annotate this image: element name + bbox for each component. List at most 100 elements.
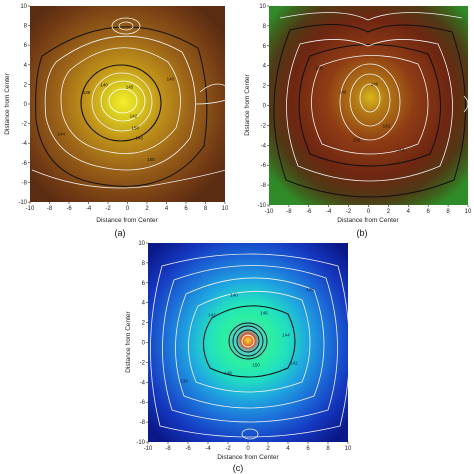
y-tick-label-c-2: -6	[140, 400, 146, 406]
contour-label-c-4: 150	[252, 362, 260, 367]
contour-label-a-6: 150	[147, 157, 155, 162]
y-tick-label-a-10: 10	[20, 4, 27, 10]
x-axis-label-c: Distance from Center	[217, 454, 279, 461]
contour-label-b-3: 150	[353, 137, 361, 142]
x-tick-label-a-0: -10	[26, 206, 35, 212]
x-axis-label-b: Distance from Center	[337, 217, 399, 224]
contour-label-a-0: 145	[126, 84, 134, 89]
x-tick-label-a-6: 2	[145, 206, 149, 212]
contour-lines-b	[273, 12, 468, 198]
x-tick-label-c-5: 0	[246, 446, 250, 452]
x-tick-label-b-3: -4	[326, 209, 332, 215]
y-tick-label-c-5: 0	[142, 341, 146, 347]
x-tick-label-b-2: -6	[306, 209, 312, 215]
y-ticks-c: -10 -8 -6 -4 -2 0 2 4 6 8 10	[136, 241, 148, 446]
x-tick-label-a-8: 6	[184, 206, 188, 212]
contour-label-a-5: 138	[83, 90, 91, 95]
y-tick-label-b-5: 0	[263, 104, 267, 110]
x-tick-label-c-1: -8	[165, 446, 171, 452]
contour-labels-b: 146 140 142 150 144 138	[315, 66, 405, 153]
y-tick-label-c-8: 6	[142, 281, 146, 287]
contour-label-c-7: 138	[180, 378, 188, 383]
x-tick-label-a-9: 8	[204, 206, 208, 212]
panel-a: 145 142 150 146 140 138 150 144 140 -10 -8 -6 -4 -2 0…	[4, 4, 229, 238]
x-ticks-a: -10 -8 -6 -4 -2 0 2 4 6 8 10	[26, 202, 229, 212]
x-tick-label-a-7: 4	[165, 206, 169, 212]
x-ticks-b: -10 -8 -6 -4 -2 0 2 4 6 8 10	[265, 205, 472, 215]
contour-label-a-1: 142	[130, 114, 138, 119]
y-tick-label-b-1: -8	[261, 183, 267, 189]
x-tick-label-c-0: -10	[144, 446, 153, 452]
x-tick-label-b-10: 10	[465, 209, 472, 215]
x-tick-label-c-4: -2	[225, 446, 231, 452]
contour-label-b-4: 144	[397, 147, 405, 152]
x-tick-label-c-3: -4	[205, 446, 211, 452]
contour-label-a-3: 146	[135, 135, 143, 140]
panel-b: 146 140 142 150 144 138 -10 -8 -6 -4 -2 0 2 4 6 8 10 -1…	[244, 4, 472, 238]
x-tick-label-c-8: 6	[306, 446, 310, 452]
panel-c: 146 140 142 144 150 148 142 138 136 -10 -8 -6 -4 -2 0…	[125, 241, 352, 473]
contour-labels-c: 146 140 142 144 150 148 142 138 136	[180, 287, 314, 384]
panel-caption-c: (c)	[233, 463, 244, 473]
y-tick-label-b-0: -10	[257, 203, 266, 209]
x-tick-label-b-6: 2	[387, 209, 391, 215]
y-ticks-a: -10 -8 -6 -4 -2 0 2 4 6 8 10	[18, 4, 30, 206]
x-ticks-c: -10 -8 -6 -4 -2 0 2 4 6 8 10	[144, 442, 352, 452]
x-tick-label-a-3: -4	[86, 206, 92, 212]
y-tick-label-b-10: 10	[259, 4, 266, 10]
y-tick-label-a-1: -8	[22, 180, 28, 186]
x-tick-label-b-5: 0	[367, 209, 371, 215]
contour-label-c-3: 144	[282, 333, 290, 338]
y-axis-label-c: Distance from Center	[125, 310, 132, 372]
contour-label-c-1: 140	[230, 293, 238, 298]
contour-label-b-0: 146	[371, 82, 379, 87]
plot-area-c	[148, 243, 348, 442]
x-tick-label-a-4: -2	[105, 206, 111, 212]
y-tick-label-c-4: -2	[140, 360, 146, 366]
contour-label-b-2: 142	[383, 123, 391, 128]
x-tick-label-c-10: 10	[345, 446, 352, 452]
y-tick-label-c-9: 8	[142, 261, 146, 267]
y-tick-label-a-3: -4	[22, 141, 28, 147]
y-axis-label-a: Distance from Center	[4, 72, 11, 134]
contour-label-a-2: 150	[132, 125, 140, 130]
x-tick-label-b-9: 8	[446, 209, 450, 215]
contour-labels-a: 145 142 150 146 140 138 150 144 140	[57, 76, 174, 161]
y-tick-label-b-8: 6	[263, 44, 267, 50]
y-tick-label-a-2: -6	[22, 161, 28, 167]
y-tick-label-a-7: 4	[24, 63, 28, 69]
y-ticks-b: -10 -8 -6 -4 -2 0 2 4 6 8 10	[257, 4, 269, 209]
y-tick-label-c-0: -10	[136, 440, 145, 446]
x-tick-label-b-8: 6	[427, 209, 431, 215]
y-tick-label-c-7: 4	[142, 301, 146, 307]
y-tick-label-b-3: -4	[261, 143, 267, 149]
y-axis-label-b: Distance from Center	[244, 73, 251, 135]
y-tick-label-a-5: 0	[24, 102, 28, 108]
y-tick-label-a-9: 8	[24, 24, 28, 30]
contour-label-c-5: 148	[224, 370, 232, 375]
x-tick-label-b-7: 4	[407, 209, 411, 215]
contour-label-c-0: 146	[260, 311, 268, 316]
contour-label-c-8: 136	[306, 287, 314, 292]
x-tick-label-a-1: -8	[47, 206, 53, 212]
y-tick-label-b-9: 8	[263, 24, 267, 30]
y-tick-label-a-0: -10	[18, 200, 27, 206]
x-tick-label-c-7: 4	[286, 446, 290, 452]
x-axis-label-a: Distance from Center	[96, 217, 158, 224]
x-tick-label-c-2: -6	[185, 446, 191, 452]
contour-lines-c	[150, 253, 348, 440]
contour-label-a-4: 140	[100, 82, 108, 87]
plot-area-b	[269, 6, 468, 205]
y-tick-label-c-3: -4	[140, 380, 146, 386]
y-tick-label-b-7: 4	[263, 64, 267, 70]
x-tick-label-c-6: 2	[266, 446, 270, 452]
y-tick-label-a-8: 6	[24, 43, 28, 49]
contour-label-b-1: 140	[339, 90, 347, 95]
y-tick-label-a-6: 2	[24, 82, 28, 88]
y-tick-label-c-1: -8	[140, 420, 146, 426]
x-tick-label-b-0: -10	[265, 209, 274, 215]
contour-label-b-5: 138	[315, 66, 323, 71]
x-tick-label-c-9: 8	[326, 446, 330, 452]
y-tick-label-a-4: -2	[22, 122, 28, 128]
